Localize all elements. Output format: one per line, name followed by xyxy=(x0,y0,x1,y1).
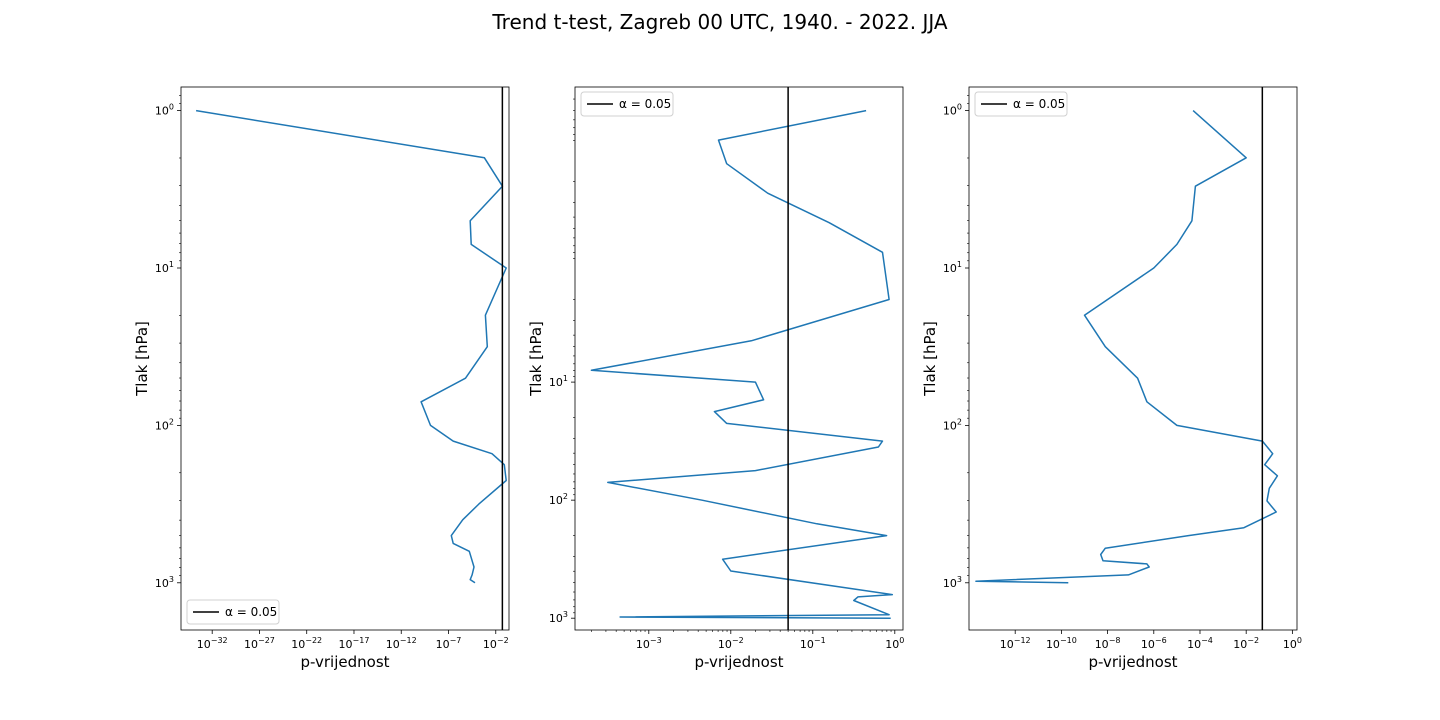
x-tick-label: 100 xyxy=(885,636,904,651)
x-tick-label: 10−22 xyxy=(291,636,322,651)
y-tick-label: 103 xyxy=(549,610,568,625)
x-tick-label: 10−8 xyxy=(1095,636,1121,651)
x-tick-label: 10−2 xyxy=(718,636,744,651)
y-axis-label: Tlak [hPa] xyxy=(921,321,939,397)
x-axis-label: p-vrijednost xyxy=(300,653,389,671)
legend-box xyxy=(580,91,674,117)
figure-title: Trend t-test, Zagreb 00 UTC, 1940. - 202… xyxy=(491,10,947,34)
p-value-profile-line xyxy=(590,109,894,619)
y-axis-label: Tlak [hPa] xyxy=(527,321,545,397)
axes-frame xyxy=(968,86,1298,631)
x-axis-label: p-vrijednost xyxy=(1088,653,1177,671)
y-tick-label: 102 xyxy=(155,417,174,432)
y-tick-label: 101 xyxy=(549,374,568,389)
y-tick-label: 103 xyxy=(943,575,962,590)
legend-label: α = 0.05 xyxy=(1013,97,1065,111)
x-tick-label: 10−12 xyxy=(386,636,417,651)
legend-box xyxy=(186,599,280,625)
x-tick-label: 10−1 xyxy=(800,636,826,651)
y-tick-label: 100 xyxy=(155,103,174,118)
panel-2: 10−3 10−2 10−1 100 101 102 103 p-vrijednost Tlak… xyxy=(527,86,904,671)
x-tick-label: 10−4 xyxy=(1187,636,1213,651)
x-tick-label: 10−10 xyxy=(1046,636,1077,651)
x-axis-label: p-vrijednost xyxy=(694,653,783,671)
y-tick-label: 102 xyxy=(549,492,568,507)
x-tick-label: 10−6 xyxy=(1141,636,1167,651)
y-tick-label: 100 xyxy=(943,103,962,118)
axes-frame xyxy=(180,86,510,631)
x-tick-label: 10−3 xyxy=(636,636,662,651)
panel-1: 10−32 10−27 10−22 10−17 10−12 10−7 10−2 100 101 1… xyxy=(133,86,510,671)
legend-label: α = 0.05 xyxy=(619,97,671,111)
x-tick-label: 10−12 xyxy=(1000,636,1031,651)
x-tick-label: 10−27 xyxy=(244,636,275,651)
panel-3: 10−12 10−10 10−8 10−6 10−4 10−2 100 100 101 102 10… xyxy=(921,86,1302,671)
p-value-profile-line xyxy=(195,109,507,584)
x-tick-label: 10−32 xyxy=(197,636,228,651)
x-tick-label: 10−2 xyxy=(1233,636,1259,651)
axes-frame xyxy=(574,86,904,631)
x-tick-label: 10−2 xyxy=(483,636,509,651)
x-tick-label: 10−17 xyxy=(339,636,370,651)
y-tick-label: 101 xyxy=(943,260,962,275)
y-tick-label: 101 xyxy=(155,260,174,275)
x-tick-label: 100 xyxy=(1283,636,1302,651)
x-tick-label: 10−7 xyxy=(436,636,462,651)
legend-box xyxy=(974,91,1068,117)
legend-label: α = 0.05 xyxy=(225,605,277,619)
y-tick-label: 102 xyxy=(943,417,962,432)
y-axis-label: Tlak [hPa] xyxy=(133,321,151,397)
y-tick-label: 103 xyxy=(155,575,174,590)
p-value-profile-line xyxy=(975,110,1279,584)
